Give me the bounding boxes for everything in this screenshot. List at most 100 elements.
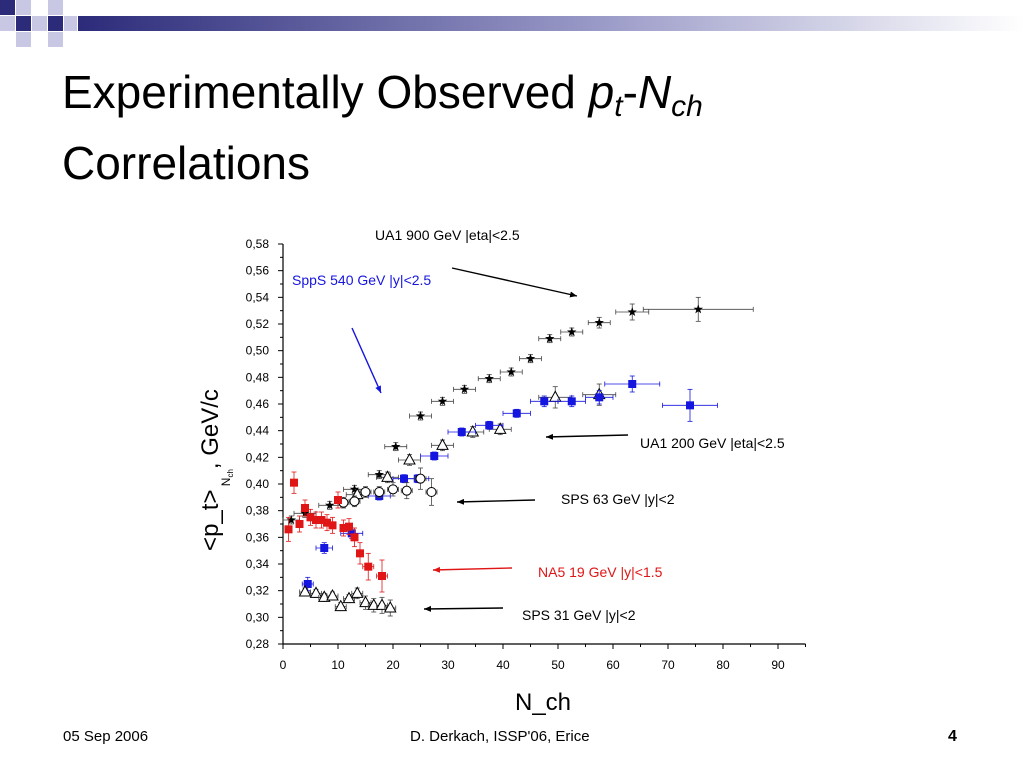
x-tick-label: 30 [441,658,455,672]
data-point-star [374,469,384,479]
annotation-label: NA5 19 GeV |y|<1.5 [538,564,663,580]
data-point-triangle [466,424,480,437]
data-point-square [312,516,320,525]
data-point-star [349,484,360,494]
series-3 [337,467,438,509]
y-tick-label: 0,28 [246,637,270,651]
annotation-arrow [545,433,629,440]
annotation-label: UA1 200 GeV |eta|<2.5 [640,435,785,451]
data-point-square [301,504,309,513]
data-point-star [459,384,470,394]
x-tick-label: 70 [661,658,675,672]
data-point-star [693,304,703,314]
title-line2: Correlations [62,137,310,189]
data-point-circle [426,487,437,498]
data-point-triangle [436,438,449,450]
title-dash: - [622,66,638,118]
footer-author: D. Derkach, ISSP'06, Erice [410,728,590,745]
data-point-star [545,333,555,343]
annotation-arrow [456,498,536,505]
data-point-star [506,367,516,376]
data-point-square [378,572,386,581]
data-point-square [485,421,494,430]
y-tick-label: 0,40 [246,477,270,491]
data-point-triangle [383,600,397,613]
data-point-square [567,397,576,406]
data-point-square [334,496,342,505]
data-point-square [364,562,373,571]
data-point-circle [415,473,426,484]
y-tick-label: 0,48 [246,370,270,384]
data-point-square [540,397,549,406]
y-tick-label: 0,46 [246,397,270,411]
data-point-triangle [350,586,364,598]
y-tick-label: 0,38 [246,504,270,518]
y-tick-label: 0,56 [246,264,270,278]
footer-date: 05 Sep 2006 [63,728,149,745]
data-point-star [484,373,494,383]
data-point-star [415,411,426,420]
data-point-circle [401,485,412,496]
title-n-sub: ch [671,90,703,123]
series-4 [284,471,388,593]
data-point-square [430,452,439,461]
annotation-arrow [451,267,578,298]
y-tick-label: 0,36 [246,530,270,544]
data-point-circle [349,496,360,507]
annotation-label: SppS 540 GeV |y|<2.5 [292,272,431,288]
annotation-label: UA1 900 GeV |eta|<2.5 [375,227,520,243]
data-point-triangle [334,599,348,612]
data-point-square [512,409,521,418]
data-point-square [350,533,359,542]
x-tick-label: 10 [331,658,345,672]
y-tick-label: 0,50 [246,344,270,358]
y-axis-label: <p_t> Nch, GeV/c [197,389,235,551]
series-0 [282,296,754,525]
data-point-square [284,525,293,534]
series-5 [298,584,397,617]
data-point-square [317,516,326,525]
title-prefix: Experimentally Observed [62,66,589,118]
data-point-square [323,518,331,527]
y-tick-label: 0,30 [246,610,270,624]
footer-page-number: 4 [948,728,957,745]
x-axis-label: N_ch [515,689,571,716]
data-point-triangle [326,588,339,601]
x-tick-label: 80 [716,658,730,672]
data-point-square [328,521,337,530]
y-tick-label: 0,42 [246,450,270,464]
data-point-star [391,441,401,451]
series-2 [301,375,718,592]
data-point-triangle [548,390,562,402]
data-point-square [320,544,329,553]
data-point-square [628,380,637,389]
data-point-triangle [381,470,394,482]
data-point-circle [374,487,385,498]
annotation-arrow [351,327,382,394]
x-tick-label: 90 [771,658,785,672]
data-point-square [306,513,315,522]
annotation-arrow [432,566,513,573]
title-p: p [588,66,615,118]
data-point-star [567,327,577,336]
y-tick-label: 0,32 [246,584,270,598]
data-point-star [286,515,296,524]
data-point-square [457,428,466,437]
data-point-triangle [309,586,323,598]
data-point-square [595,393,604,402]
y-tick-label: 0,44 [246,424,270,438]
data-point-square [345,522,353,531]
y-tick-label: 0,52 [246,317,270,331]
data-point-triangle [403,452,416,465]
data-point-square [686,401,694,410]
x-tick-label: 60 [606,658,620,672]
title-p-sub: t [614,90,623,123]
data-point-triangle [298,584,312,597]
annotation-label: SPS 31 GeV |y|<2 [522,607,636,623]
data-point-circle [360,487,371,498]
data-point-square [400,474,408,483]
title-n: N [637,66,672,118]
x-tick-label: 40 [496,658,510,672]
y-tick-label: 0,58 [246,237,270,251]
